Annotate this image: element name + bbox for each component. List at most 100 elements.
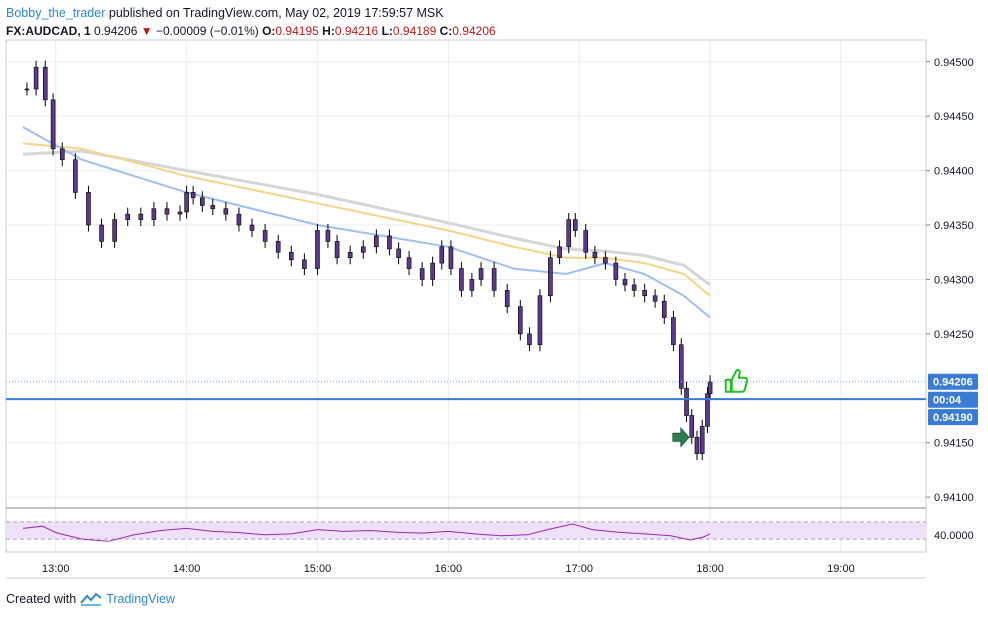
tradingview-brand-link[interactable]: TradingView: [106, 592, 175, 606]
candle-body: [302, 259, 307, 269]
candle-body: [125, 213, 131, 220]
candle-body: [138, 213, 144, 220]
candle-body: [459, 268, 464, 291]
candle-body: [223, 208, 229, 215]
candle-body: [249, 224, 255, 231]
candle-body: [518, 306, 523, 335]
candle-body: [419, 268, 425, 280]
candle-body: [210, 205, 216, 209]
candle-body: [652, 295, 658, 302]
candle-body: [24, 88, 30, 91]
last-price-label: 0.94206: [933, 377, 973, 389]
candle-body: [42, 66, 48, 101]
candle-body: [315, 230, 320, 269]
close-label: C:: [439, 24, 453, 38]
plot-frame: [5, 39, 927, 553]
candle-body: [622, 279, 628, 286]
candle-body: [689, 415, 695, 438]
candle-body: [406, 257, 412, 269]
countdown-label: 00:04: [933, 395, 962, 407]
candle-body: [537, 295, 543, 346]
chart-header: Bobby_the_trader published on TradingVie…: [6, 4, 496, 40]
tradingview-logo-icon: [80, 592, 102, 606]
green-arrow-icon: [672, 426, 690, 448]
high-label: H:: [322, 24, 335, 38]
price-line-label: 0.94190: [933, 412, 973, 424]
candle-body: [699, 426, 705, 454]
ema-mid-line: [22, 142, 711, 297]
open-label: O:: [262, 24, 276, 38]
y-tick-label: 0.94100: [934, 492, 974, 504]
candle-body: [275, 241, 281, 253]
symbol-label[interactable]: FX:AUDCAD, 1: [6, 24, 91, 38]
candle-body: [491, 268, 497, 291]
candle-body: [631, 284, 637, 291]
rsi-axis-label: 40.0000: [934, 530, 974, 542]
candle-body: [592, 251, 598, 258]
x-tick-label: 16:00: [435, 563, 463, 575]
candle-body: [557, 246, 562, 258]
author-link[interactable]: Bobby_the_trader: [6, 6, 106, 20]
last-price: 0.94206: [94, 24, 138, 38]
candle-body: [678, 344, 684, 389]
thumbs-up-icon: [724, 368, 749, 393]
candle-body: [184, 192, 189, 213]
published-text: published on TradingView.com, May 02, 20…: [108, 6, 444, 20]
y-tick-label: 0.94150: [934, 438, 974, 450]
x-tick-label: 19:00: [827, 563, 855, 575]
candle-body: [236, 213, 242, 226]
y-tick-label: 0.94250: [934, 329, 974, 341]
candle-body: [288, 251, 294, 261]
x-tick-label: 15:00: [304, 563, 332, 575]
candle-body: [448, 246, 454, 269]
created-with-text: Created with: [6, 592, 77, 606]
candle-body: [705, 393, 710, 427]
candle-body: [86, 192, 91, 226]
candle-body: [200, 197, 205, 206]
y-tick-label: 0.94350: [934, 220, 974, 232]
close-value: 0.94206: [452, 24, 496, 38]
low-value: 0.94189: [392, 24, 437, 38]
candle-body: [469, 279, 475, 291]
candle-body: [73, 159, 78, 193]
rsi-line: [22, 523, 711, 542]
candles: [24, 60, 713, 461]
candle-body: [396, 248, 401, 258]
countdown-label-bg: [928, 391, 978, 408]
low-label: L:: [381, 24, 393, 38]
candle-body: [50, 99, 56, 150]
candle-body: [439, 246, 445, 264]
candle-body: [325, 230, 331, 242]
candle-body: [603, 257, 608, 264]
candle-body: [478, 268, 484, 280]
down-arrow-icon: ▼: [140, 24, 153, 38]
candle-body: [59, 148, 65, 161]
axes: 0.94500 0.94450 0.94400 0.94350 0.94300 0.942…: [42, 57, 978, 575]
candle-body: [694, 436, 700, 454]
rsi-band: [6, 521, 926, 540]
moving-averages: [22, 126, 711, 319]
candle-body: [164, 208, 170, 215]
high-value: 0.94216: [334, 24, 379, 38]
candle-body: [504, 290, 510, 307]
candle-body: [707, 381, 713, 395]
open-value: 0.94195: [275, 24, 319, 38]
candle-body: [661, 300, 667, 318]
candle-body: [684, 387, 689, 416]
candle-body: [671, 317, 676, 346]
candle-body: [33, 66, 39, 90]
last-price-label-bg: [928, 373, 978, 390]
candle-body: [99, 224, 104, 242]
annotations: [672, 368, 749, 448]
y-tick-label: 0.94300: [934, 274, 974, 286]
candle-body: [360, 246, 366, 253]
footer: Created with TradingView: [6, 592, 175, 606]
publish-info: Bobby_the_trader published on TradingVie…: [6, 4, 496, 22]
rsi-panel: [6, 521, 926, 542]
candle-body: [177, 211, 183, 215]
candle-body: [572, 219, 578, 231]
x-tick-label: 18:00: [696, 563, 724, 575]
x-tick-label: 13:00: [42, 563, 70, 575]
candle-body: [151, 208, 157, 220]
